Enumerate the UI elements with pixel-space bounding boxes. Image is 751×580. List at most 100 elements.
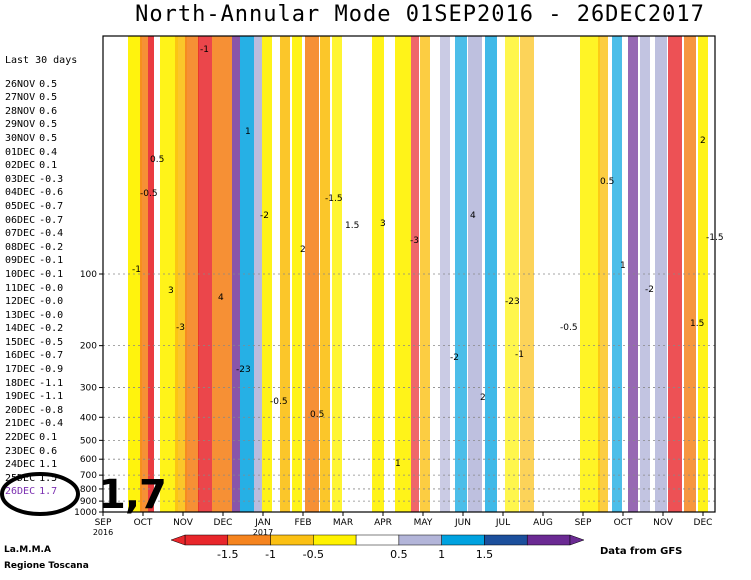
daily-value-row: 26NOV 0.5 bbox=[5, 78, 77, 92]
contour-label: 2 bbox=[300, 245, 306, 255]
y-tick-label: 900 bbox=[80, 497, 97, 507]
last-30-days-list: Last 30 days 26NOV 0.5 27NOV 0.5 28NOV 0.6 29N… bbox=[5, 54, 77, 499]
row-value: 1.1 bbox=[39, 459, 58, 471]
row-date: 27NOV bbox=[5, 92, 36, 104]
row-date: 26NOV bbox=[5, 78, 36, 90]
x-tick-label: DEC bbox=[694, 518, 713, 528]
row-value: -0.5 bbox=[39, 336, 64, 348]
x-tick-label: NOV bbox=[653, 518, 674, 528]
heatmap-band bbox=[520, 36, 534, 512]
contour-label: -2 bbox=[260, 211, 269, 221]
y-tick-label: 400 bbox=[80, 413, 97, 423]
contour-label: 1 bbox=[395, 459, 401, 469]
daily-value-row: 23DEC 0.6 bbox=[5, 445, 77, 459]
daily-value-row: 06DEC -0.7 bbox=[5, 214, 77, 228]
heatmap-band bbox=[212, 36, 232, 512]
highlight-circle bbox=[0, 472, 80, 516]
heatmap-band bbox=[455, 36, 467, 512]
row-value: -0.7 bbox=[39, 200, 64, 212]
contour-label: 0.5 bbox=[600, 177, 614, 187]
contour-label: -0.5 bbox=[560, 323, 578, 333]
row-value: -0.1 bbox=[39, 268, 64, 280]
daily-value-row: 26DEC 1.7 bbox=[5, 485, 77, 499]
daily-value-row: 09DEC -0.1 bbox=[5, 254, 77, 268]
contour-label: -2 bbox=[645, 285, 654, 295]
daily-value-row: 30NOV 0.5 bbox=[5, 132, 77, 146]
row-date: 24DEC bbox=[5, 459, 36, 471]
x-tick-label: JAN bbox=[254, 518, 270, 528]
row-date: 04DEC bbox=[5, 187, 36, 199]
row-date: 06DEC bbox=[5, 214, 36, 226]
row-value: -0.4 bbox=[39, 418, 64, 430]
contour-label: -1.5 bbox=[706, 233, 724, 243]
daily-value-row: 12DEC -0.0 bbox=[5, 295, 77, 309]
daily-value-row: 17DEC -0.9 bbox=[5, 363, 77, 377]
row-date: 07DEC bbox=[5, 228, 36, 240]
row-date: 15DEC bbox=[5, 336, 36, 348]
daily-value-row: 13DEC -0.0 bbox=[5, 309, 77, 323]
x-tick-label: SEP bbox=[95, 518, 112, 528]
heatmap-band bbox=[292, 36, 302, 512]
contour-label: 4 bbox=[470, 211, 476, 221]
row-date: 08DEC bbox=[5, 241, 36, 253]
row-value: -0.1 bbox=[39, 255, 64, 267]
daily-value-row: 15DEC -0.5 bbox=[5, 336, 77, 350]
x-tick-label: MAR bbox=[333, 518, 353, 528]
y-tick-label: 500 bbox=[80, 436, 97, 446]
x-tick-label: JUN bbox=[454, 518, 471, 528]
row-date: 26DEC bbox=[5, 486, 36, 498]
row-value: -0.6 bbox=[39, 187, 64, 199]
x-tick-label: OCT bbox=[134, 518, 153, 528]
colorbar-segment bbox=[313, 534, 357, 546]
row-value: -0.4 bbox=[39, 228, 64, 240]
colorbar-segment bbox=[355, 534, 400, 546]
contour-label: 3 bbox=[380, 219, 386, 229]
contour-label: -1 bbox=[515, 350, 524, 360]
daily-value-row: 28NOV 0.6 bbox=[5, 105, 77, 119]
row-date: 23DEC bbox=[5, 445, 36, 457]
chart-title: North-Annular Mode 01SEP2016 - 26DEC2017 bbox=[135, 2, 705, 27]
x-tick-label: SEP bbox=[575, 518, 592, 528]
y-tick-label: 100 bbox=[80, 270, 97, 280]
heatmap-band bbox=[185, 36, 199, 512]
daily-value-row: 22DEC 0.1 bbox=[5, 431, 77, 445]
row-date: 13DEC bbox=[5, 309, 36, 321]
row-value: -0.2 bbox=[39, 241, 64, 253]
contour-label: -0.5 bbox=[270, 397, 288, 407]
row-date: 09DEC bbox=[5, 255, 36, 267]
daily-value-row: 04DEC -0.6 bbox=[5, 186, 77, 200]
y-tick-label: 1000 bbox=[74, 508, 97, 518]
daily-value-row: 29NOV 0.5 bbox=[5, 118, 77, 132]
row-date: 29NOV bbox=[5, 119, 36, 131]
daily-value-row: 03DEC -0.3 bbox=[5, 173, 77, 187]
colorbar-segment bbox=[441, 534, 485, 546]
daily-value-row: 25DEC 1.5 bbox=[5, 472, 77, 486]
contour-label: -1.5 bbox=[325, 194, 343, 204]
year-label: 2016 bbox=[93, 528, 113, 537]
contour-label: 1.5 bbox=[690, 319, 704, 329]
row-value: -0.0 bbox=[39, 309, 64, 321]
y-tick-label: 700 bbox=[80, 471, 97, 481]
colorbar-label: -1 bbox=[265, 548, 276, 561]
row-value: -0.7 bbox=[39, 214, 64, 226]
daily-value-row: 27NOV 0.5 bbox=[5, 91, 77, 105]
colorbar-label: 1.5 bbox=[476, 548, 494, 561]
contour-label: -1 bbox=[132, 265, 141, 275]
x-tick-label: NOV bbox=[173, 518, 194, 528]
daily-value-row: 24DEC 1.1 bbox=[5, 458, 77, 472]
heatmap-band bbox=[485, 36, 497, 512]
contour-label: 2 bbox=[480, 393, 486, 403]
row-value: 1.5 bbox=[39, 472, 58, 484]
contour-label: 0.5 bbox=[310, 410, 324, 420]
contour-label: -3 bbox=[176, 323, 185, 333]
daily-value-row: 08DEC -0.2 bbox=[5, 241, 77, 255]
contour-label: 0.5 bbox=[150, 155, 164, 165]
row-value: 0.6 bbox=[39, 445, 58, 457]
row-date: 12DEC bbox=[5, 296, 36, 308]
daily-value-row: 05DEC -0.7 bbox=[5, 200, 77, 214]
contour-label: -1 bbox=[200, 45, 209, 55]
row-date: 17DEC bbox=[5, 364, 36, 376]
row-date: 05DEC bbox=[5, 200, 36, 212]
row-date: 18DEC bbox=[5, 377, 36, 389]
